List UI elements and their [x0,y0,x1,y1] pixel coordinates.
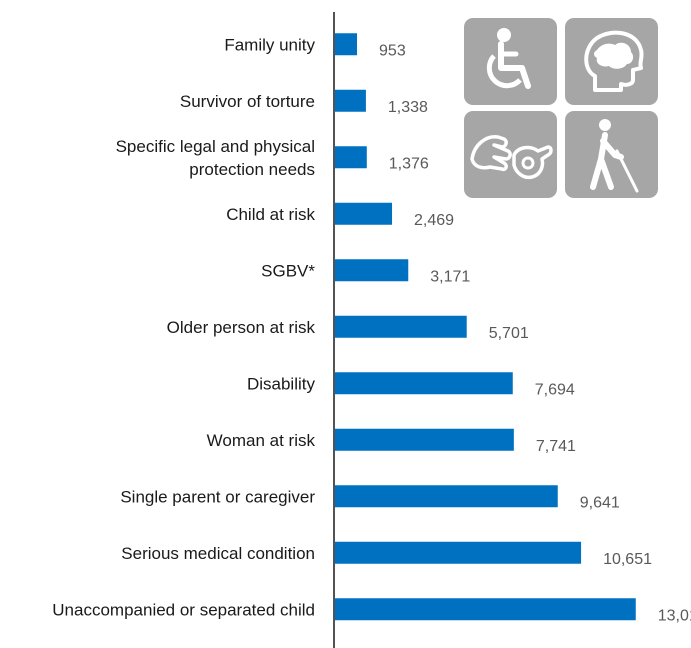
bar-7 [335,428,514,451]
disability-icons-panel [464,18,658,198]
bar-6 [335,372,513,395]
bar-3 [335,202,393,225]
category-label-8: Single parent or caregiver [120,487,315,506]
bar-9 [335,541,582,564]
bar-8 [335,485,558,508]
category-label-0: Family unity [224,35,315,54]
bar-2 [335,146,367,169]
bars-group [335,33,636,621]
value-label-9: 10,651 [603,551,652,568]
value-label-2: 1,376 [389,155,429,172]
value-label-0: 953 [379,42,406,59]
category-label-7: Woman at risk [207,431,316,450]
value-label-3: 2,469 [414,212,454,229]
wheelchair-icon [464,18,557,105]
category-label-4: SGBV* [261,261,315,280]
bar-5 [335,315,467,338]
category-label-10: Unaccompanied or separated child [52,600,315,619]
value-label-1: 1,338 [388,99,428,116]
brain-icon [565,18,658,105]
value-labels: 953 1,338 1,376 2,469 3,171 5,701 7,694 7,741 9,… [379,42,691,624]
category-label-6: Disability [247,374,316,393]
value-label-5: 5,701 [489,325,529,342]
sign-language-icon [464,111,557,198]
value-label-6: 7,694 [535,381,575,398]
category-label-9: Serious medical condition [121,544,315,563]
bar-1 [335,89,366,112]
value-label-8: 9,641 [580,494,620,511]
category-label-3: Child at risk [226,205,315,224]
bar-4 [335,259,409,282]
category-label-5: Older person at risk [167,318,316,337]
value-label-10: 13,018 [658,607,691,624]
category-label-2: Specific legal and physical protection ne… [116,137,315,179]
value-label-7: 7,741 [536,438,576,455]
blind-person-icon [565,111,658,198]
value-label-4: 3,171 [430,268,470,285]
category-label-1: Survivor of torture [180,92,315,111]
bar-10 [335,598,636,621]
category-labels: Family unity Survivor of torture Specific … [52,35,315,619]
bar-0 [335,33,358,56]
